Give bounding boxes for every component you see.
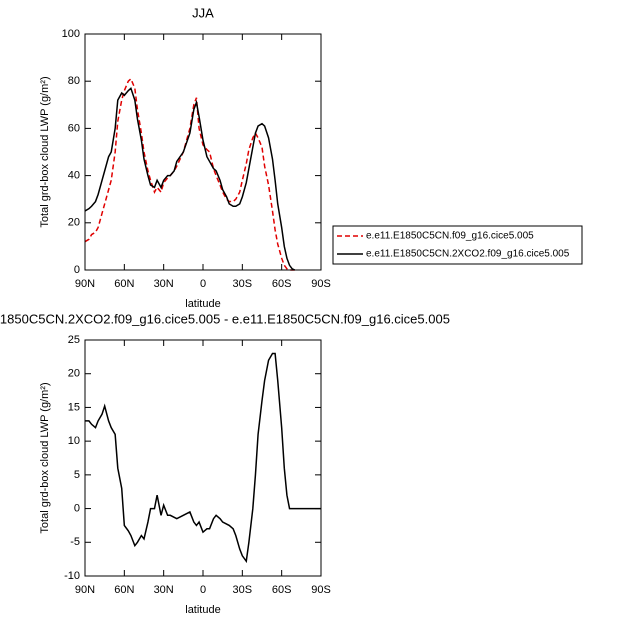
x-tick-label: 30N bbox=[154, 278, 174, 290]
y-tick-label: 100 bbox=[62, 28, 80, 40]
data-line bbox=[85, 352, 321, 564]
x-tick-label: 90N bbox=[75, 584, 95, 596]
data-line bbox=[84, 86, 296, 271]
y-tick-label: 10 bbox=[68, 435, 80, 447]
y-axis-label: Total grd-box cloud LWP (g/m²) bbox=[39, 382, 51, 533]
y-axis-label: Total grd-box cloud LWP (g/m²) bbox=[39, 76, 51, 227]
plot-frame bbox=[84, 339, 322, 577]
legend-label: e.e11.E1850C5CN.f09_g16.cice5.005 bbox=[366, 231, 534, 242]
y-tick-label: 20 bbox=[68, 217, 80, 229]
y-tick-label: 25 bbox=[68, 334, 80, 346]
x-tick-label: 90N bbox=[75, 278, 95, 290]
x-tick-label: 0 bbox=[200, 278, 206, 290]
plot-frame bbox=[84, 33, 322, 271]
x-tick-label: 30S bbox=[233, 584, 253, 596]
x-tick-label: 60N bbox=[114, 584, 134, 596]
y-tick-label: 15 bbox=[68, 401, 80, 413]
x-axis-label: latitude bbox=[185, 604, 220, 616]
y-tick-label: 5 bbox=[74, 469, 80, 481]
chart-title: JJA bbox=[192, 5, 214, 20]
y-tick-label: 80 bbox=[68, 75, 80, 87]
legend-box bbox=[332, 225, 583, 265]
y-tick-label: 0 bbox=[74, 264, 80, 276]
x-tick-label: 60N bbox=[114, 278, 134, 290]
y-tick-label: 60 bbox=[68, 122, 80, 134]
y-tick-label: 40 bbox=[68, 170, 80, 182]
y-tick-label: -5 bbox=[70, 536, 80, 548]
x-tick-label: 30S bbox=[233, 278, 253, 290]
chart-title: e.e11.E1850C5CN.2XCO2.f09_g16.cice5.005 … bbox=[0, 311, 450, 326]
x-tick-label: 90S bbox=[311, 584, 331, 596]
y-tick-label: -10 bbox=[64, 570, 80, 582]
x-tick-label: 0 bbox=[200, 584, 206, 596]
data-line bbox=[84, 77, 295, 271]
x-tick-label: 60S bbox=[272, 584, 292, 596]
x-axis-label: latitude bbox=[185, 298, 220, 310]
legend-label: e.e11.E1850C5CN.2XCO2.f09_g16.cice5.005 bbox=[366, 249, 570, 260]
y-tick-label: 20 bbox=[68, 368, 80, 380]
y-tick-label: 0 bbox=[74, 502, 80, 514]
x-tick-label: 60S bbox=[272, 278, 292, 290]
x-tick-label: 90S bbox=[311, 278, 331, 290]
x-tick-label: 30N bbox=[154, 584, 174, 596]
